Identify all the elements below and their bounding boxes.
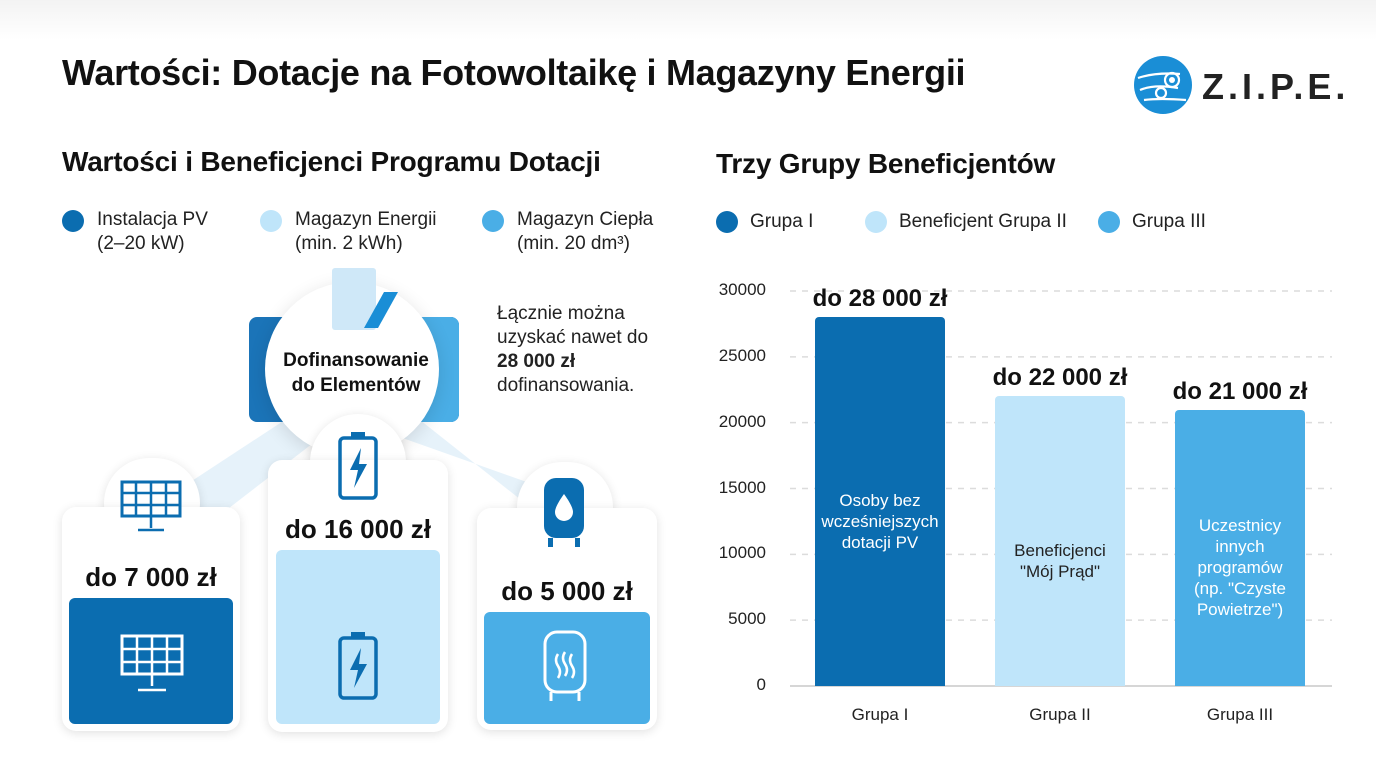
right-section-title: Trzy Grupy Beneficjentów: [716, 148, 1056, 179]
solar-panel-icon: [120, 480, 182, 532]
hub-label: Dofinansowanie do Elementów: [283, 350, 429, 396]
battery-icon: [338, 432, 378, 500]
legend-label-grupa-ii: Beneficjent Grupa II: [899, 211, 1067, 232]
page-title: Wartości: Dotacje na Fotowoltaikę i Maga…: [62, 52, 966, 93]
bar-description: Beneficjenci "Mój Prąd": [1014, 541, 1106, 582]
heater-tank-icon: [543, 630, 587, 701]
y-tick-label: 15000: [718, 477, 766, 497]
left-section-title: Wartości i Beneficjenci Programu Dotacji: [62, 146, 601, 177]
zipe-logo: [1134, 56, 1192, 114]
y-tick-label: 20000: [718, 411, 766, 431]
bar-description: Uczestnicy innych programów (np. "Czyste Pow…: [1193, 516, 1286, 620]
bar-grupa-iii: [1175, 409, 1305, 686]
bar-grupa-i: [815, 317, 945, 686]
total-note: Łącznie można uzyskać nawet do 28 000 zł…: [497, 303, 649, 396]
logo-text: Z.I.P.E.: [1202, 66, 1350, 107]
y-tick-label: 25000: [718, 345, 766, 365]
legend-label-pv: Instalacja PV (2–20 kW): [97, 209, 208, 254]
bar-value-label: do 28 000 zł: [812, 285, 948, 313]
document-icon: [332, 268, 398, 330]
y-tick-label: 5000: [728, 609, 766, 629]
battery-icon: [338, 632, 378, 700]
x-tick-label: Grupa II: [1029, 705, 1091, 724]
y-tick-label: 10000: [718, 543, 766, 563]
solar-panel-icon: [120, 634, 184, 692]
legend-dot-grupa-ii: [865, 211, 887, 233]
card-heat-amount: do 5 000 zł: [501, 576, 633, 606]
legend-label-grupa-i: Grupa I: [750, 211, 814, 232]
card-pv-amount: do 7 000 zł: [85, 562, 217, 592]
legend-dot-heat-storage: [482, 210, 504, 232]
bar-value-label: do 21 000 zł: [1172, 377, 1308, 405]
y-tick-label: 30000: [718, 280, 766, 299]
card-energy-amount: do 16 000 zł: [285, 514, 431, 544]
legend-dot-grupa-iii: [1098, 211, 1120, 233]
x-tick-label: Grupa III: [1206, 705, 1274, 724]
y-tick-label: 0: [756, 675, 766, 694]
legend-label-energy-storage: Magazyn Energii (min. 2 kWh): [295, 209, 437, 254]
legend-dot-energy-storage: [260, 210, 282, 232]
water-tank-icon: [544, 478, 584, 547]
bar-value-label: do 22 000 zł: [992, 364, 1128, 392]
bar-description: Osoby bez wcześniejszych dotacji PV: [821, 491, 939, 553]
legend-label-heat-storage: Magazyn Ciepła (min. 20 dm³): [517, 209, 654, 254]
legend-label-grupa-iii: Grupa III: [1132, 211, 1206, 232]
bar-grupa-ii: [995, 396, 1125, 686]
legend-dot-pv: [62, 210, 84, 232]
legend-dot-grupa-i: [716, 211, 738, 233]
total-amount: 28 000 zł: [497, 351, 576, 372]
x-tick-label: Grupa I: [851, 705, 909, 724]
